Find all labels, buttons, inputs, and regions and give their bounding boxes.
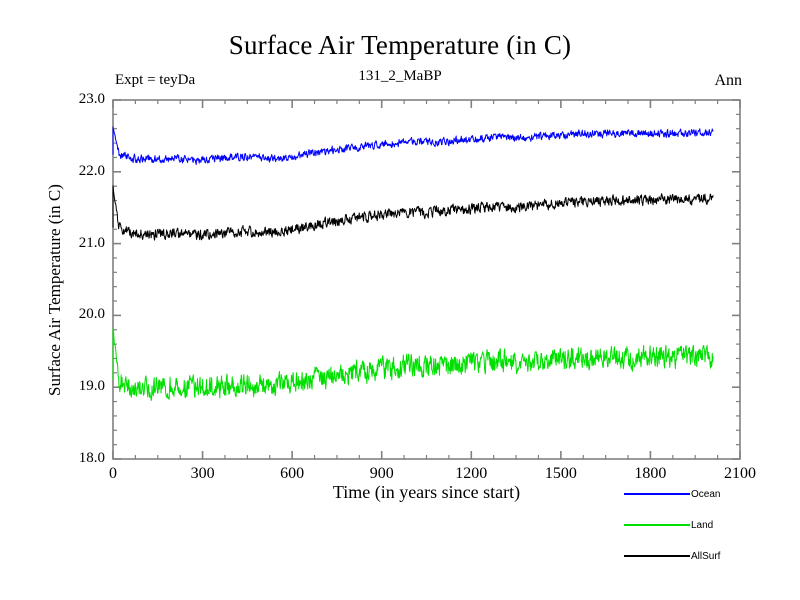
y-tick-label: 23.0 bbox=[78, 91, 105, 107]
x-axis-label: Time (in years since start) bbox=[332, 482, 521, 502]
y-tick-label: 19.0 bbox=[78, 378, 105, 395]
y-tick-label: 20.0 bbox=[78, 306, 105, 323]
x-tick-label: 300 bbox=[190, 465, 215, 482]
series-line-land bbox=[112, 329, 714, 401]
legend-label: AllSurf bbox=[691, 550, 721, 562]
legend-swatch-ocean bbox=[624, 493, 690, 495]
y-tick-label: 21.0 bbox=[78, 234, 105, 251]
plot-frame bbox=[112, 99, 741, 460]
chart-subtitle: 131_2_MaBP bbox=[358, 68, 442, 84]
legend-label: Ocean bbox=[691, 488, 721, 500]
x-tick-label: 600 bbox=[280, 465, 305, 482]
page-title: Surface Air Temperature (in C) bbox=[228, 30, 572, 60]
experiment-label: Expt = teyDa bbox=[115, 72, 196, 88]
x-tick-label: 1500 bbox=[544, 465, 577, 482]
legend-item-land[interactable]: Land bbox=[624, 517, 713, 533]
x-tick-label: 900 bbox=[369, 465, 394, 482]
legend-item-allsurf[interactable]: AllSurf bbox=[624, 548, 720, 564]
x-tick-label: 0 bbox=[109, 465, 117, 482]
legend-swatch-allsurf bbox=[624, 555, 690, 557]
x-tick-label: 1800 bbox=[634, 465, 667, 482]
legend-label: Land bbox=[691, 519, 714, 531]
series-line-ocean bbox=[112, 126, 714, 165]
x-tick-label: 2100 bbox=[724, 465, 756, 482]
annotation-label: Ann bbox=[714, 72, 742, 89]
y-tick-label: 22.0 bbox=[78, 162, 105, 179]
y-tick-label: 18.0 bbox=[78, 450, 105, 466]
legend-item-ocean[interactable]: Ocean bbox=[624, 486, 720, 502]
x-tick-label: 1200 bbox=[455, 465, 488, 482]
series-line-allsurf bbox=[112, 185, 714, 241]
legend-swatch-land bbox=[624, 524, 690, 526]
